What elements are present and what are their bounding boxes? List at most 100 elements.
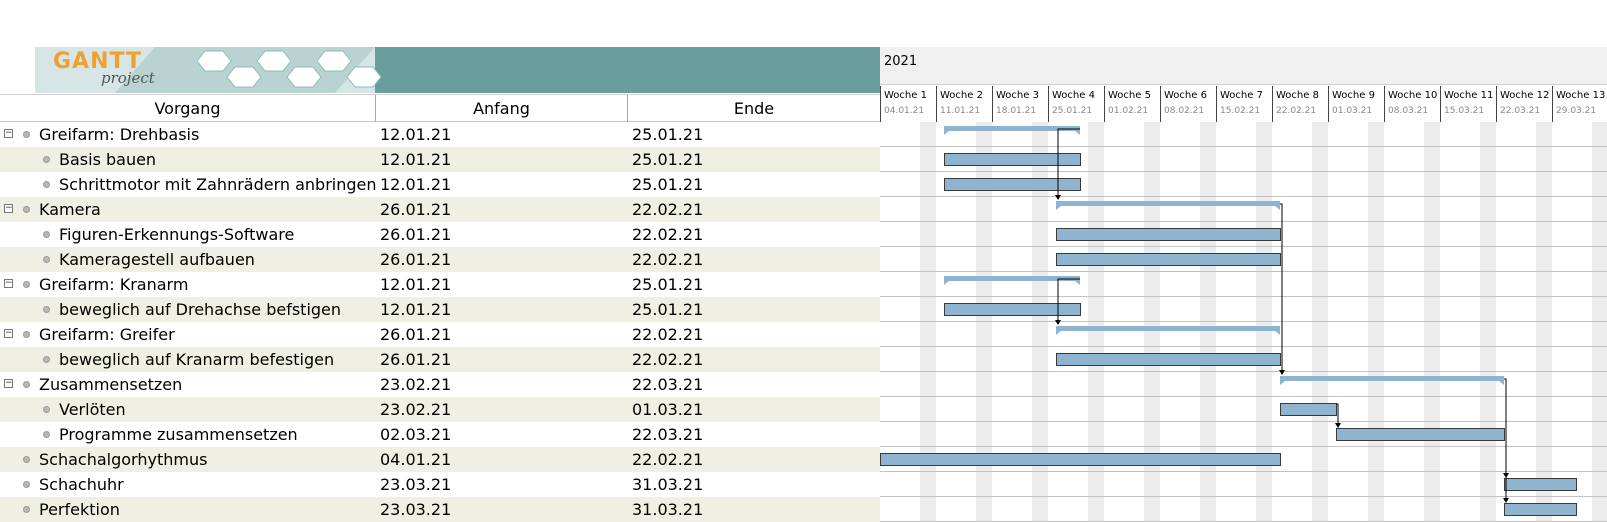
task-row[interactable]: − Kamera 26.01.21 22.02.21 — [0, 197, 880, 222]
collapse-icon[interactable]: − — [4, 328, 13, 338]
summary-bar[interactable] — [1056, 326, 1280, 331]
task-name-cell: Perfektion — [0, 497, 376, 522]
weekend-stripe — [1032, 122, 1048, 522]
task-row[interactable]: − Zusammensetzen 23.02.21 22.03.21 — [0, 372, 880, 397]
task-name: Greifarm: Greifer — [39, 325, 175, 344]
bullet-icon — [43, 406, 50, 413]
row-divider — [880, 421, 1607, 422]
task-bar[interactable] — [880, 453, 1281, 466]
task-name: Schachalgorhythmus — [39, 450, 208, 469]
summary-bar[interactable] — [944, 276, 1080, 281]
collapse-icon[interactable]: − — [4, 378, 13, 388]
week-name: Woche 5 — [1108, 90, 1151, 101]
task-row[interactable]: Schachuhr 23.03.21 31.03.21 — [0, 472, 880, 497]
week-name: Woche 6 — [1164, 90, 1207, 101]
collapse-icon[interactable]: − — [4, 278, 13, 288]
task-bar[interactable] — [1280, 403, 1337, 416]
task-row[interactable]: Perfektion 23.03.21 31.03.21 — [0, 497, 880, 522]
table-header: Vorgang Anfang Ende — [0, 94, 880, 122]
task-start: 23.02.21 — [380, 375, 452, 394]
column-header-start[interactable]: Anfang — [376, 95, 628, 122]
task-row[interactable]: Schrittmotor mit Zahnrädern anbringen 12.… — [0, 172, 880, 197]
task-bar[interactable] — [944, 303, 1081, 316]
task-row[interactable]: Verlöten 23.02.21 01.03.21 — [0, 397, 880, 422]
week-column-header: Woche 13 29.03.21 — [1552, 86, 1607, 122]
collapse-icon[interactable]: − — [4, 128, 13, 138]
bullet-icon — [23, 281, 30, 288]
bullet-icon — [43, 356, 50, 363]
bullet-icon — [43, 431, 50, 438]
bullet-icon — [23, 381, 30, 388]
task-row[interactable]: beweglich auf Kranarm befestigen 26.01.21… — [0, 347, 880, 372]
week-name: Woche 3 — [996, 90, 1039, 101]
task-row[interactable]: Kameragestell aufbauen 26.01.21 22.02.21 — [0, 247, 880, 272]
column-header-task[interactable]: Vorgang — [0, 95, 376, 122]
task-start: 23.03.21 — [380, 475, 452, 494]
task-name: Kamera — [39, 200, 101, 219]
task-start: 12.01.21 — [380, 275, 452, 294]
task-end: 25.01.21 — [632, 125, 704, 144]
task-name: Verlöten — [59, 400, 126, 419]
task-start: 12.01.21 — [380, 150, 452, 169]
week-column-header: Woche 11 15.03.21 — [1440, 86, 1496, 122]
summary-bar-cap — [1280, 381, 1285, 385]
timeline-header: 2021 Woche 1 04.01.21 Woche 2 11.01.21 Woche… — [880, 47, 1607, 122]
chart-area[interactable] — [880, 122, 1607, 522]
collapse-icon[interactable]: − — [4, 203, 13, 213]
week-column-header: Woche 9 01.03.21 — [1328, 86, 1384, 122]
summary-bar[interactable] — [1280, 376, 1504, 381]
task-end: 22.02.21 — [632, 250, 704, 269]
task-bar[interactable] — [1504, 478, 1577, 491]
task-start: 26.01.21 — [380, 325, 452, 344]
week-date: 08.02.21 — [1164, 106, 1205, 116]
week-scale: Woche 1 04.01.21 Woche 2 11.01.21 Woche 3 18.… — [880, 86, 1607, 122]
task-bar[interactable] — [1336, 428, 1505, 441]
task-row[interactable]: Basis bauen 12.01.21 25.01.21 — [0, 147, 880, 172]
week-date: 22.03.21 — [1500, 106, 1541, 116]
task-bar[interactable] — [1056, 353, 1281, 366]
task-bar[interactable] — [1056, 253, 1281, 266]
task-bar[interactable] — [944, 178, 1081, 191]
weekend-stripe — [976, 122, 992, 522]
task-row[interactable]: − Greifarm: Greifer 26.01.21 22.02.21 — [0, 322, 880, 347]
week-name: Woche 9 — [1332, 90, 1375, 101]
summary-bar[interactable] — [1056, 201, 1280, 206]
column-header-end[interactable]: Ende — [733, 99, 775, 118]
row-divider — [880, 146, 1607, 147]
logo-title: GANTT — [53, 49, 143, 74]
weekend-stripe — [1424, 122, 1440, 522]
task-name-cell: Figuren-Erkennungs-Software — [0, 222, 376, 247]
logo-subtitle: project — [101, 69, 155, 87]
task-bar[interactable] — [1504, 503, 1577, 516]
year-label: 2021 — [884, 54, 918, 69]
arrowhead-icon — [1055, 195, 1061, 200]
task-row[interactable]: Programme zusammensetzen 02.03.21 22.03.21 — [0, 422, 880, 447]
task-name: Zusammensetzen — [39, 375, 183, 394]
task-bar[interactable] — [944, 153, 1081, 166]
task-row[interactable]: Figuren-Erkennungs-Software 26.01.21 22.02… — [0, 222, 880, 247]
week-date: 18.01.21 — [996, 106, 1037, 116]
task-name: Programme zusammensetzen — [59, 425, 298, 444]
task-row[interactable]: − Greifarm: Drehbasis 12.01.21 25.01.21 — [0, 122, 880, 147]
week-name: Woche 8 — [1276, 90, 1319, 101]
row-divider — [880, 396, 1607, 397]
task-row[interactable]: − Greifarm: Kranarm 12.01.21 25.01.21 — [0, 272, 880, 297]
task-name-cell: − Greifarm: Drehbasis — [0, 122, 376, 147]
task-name-cell: Kameragestell aufbauen — [0, 247, 376, 272]
summary-bar[interactable] — [944, 126, 1080, 131]
week-name: Woche 11 — [1444, 90, 1494, 101]
task-row[interactable]: Schachalgorhythmus 04.01.21 22.02.21 — [0, 447, 880, 472]
week-name: Woche 10 — [1388, 90, 1438, 101]
task-name: Schrittmotor mit Zahnrädern anbringen — [59, 175, 377, 194]
task-name: Kameragestell aufbauen — [59, 250, 255, 269]
row-divider — [880, 171, 1607, 172]
task-start: 26.01.21 — [380, 200, 452, 219]
task-bar[interactable] — [1056, 228, 1281, 241]
week-date: 01.03.21 — [1332, 106, 1373, 116]
task-name-cell: Basis bauen — [0, 147, 376, 172]
week-name: Woche 1 — [884, 90, 927, 101]
task-start: 12.01.21 — [380, 175, 452, 194]
task-end: 22.03.21 — [632, 375, 704, 394]
task-name-cell: Schachuhr — [0, 472, 376, 497]
task-row[interactable]: beweglich auf Drehachse befstigen 12.01.2… — [0, 297, 880, 322]
